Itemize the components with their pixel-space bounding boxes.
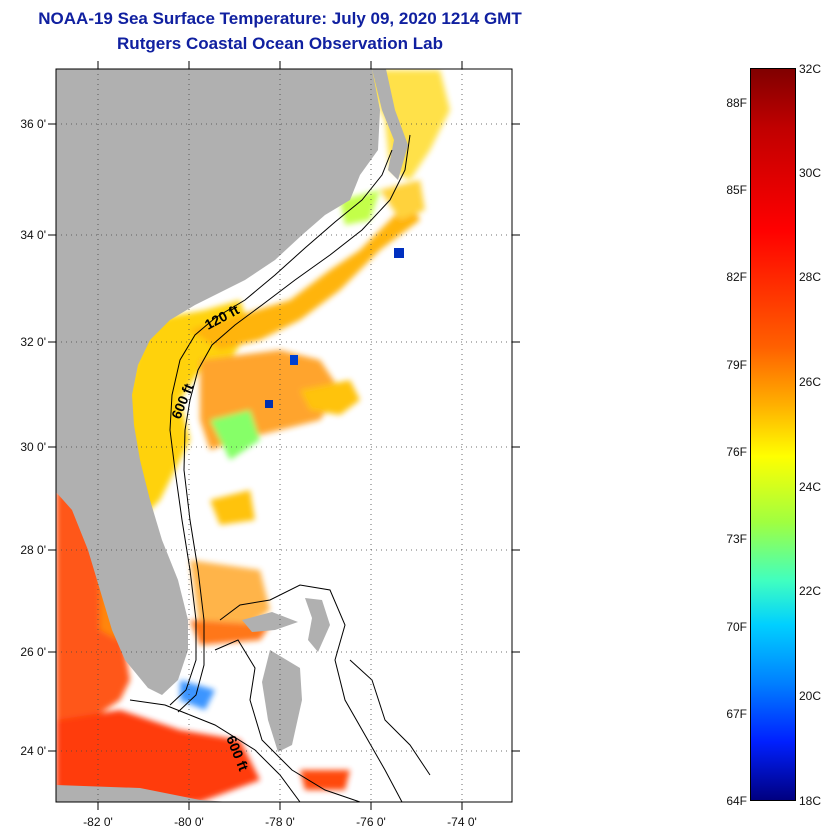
lat-label-32: 32 0' [20, 335, 46, 349]
bathymetry-contours [129, 134, 431, 802]
colorbar-label-26c: 26C [799, 375, 822, 389]
colorbar-label-18c: 18C [799, 794, 822, 808]
map-subtitle: Rutgers Coastal Ocean Observation Lab [117, 34, 443, 53]
colorbar-label-30c: 30C [799, 166, 822, 180]
colorbar-label-85f: 85F [726, 183, 747, 197]
andros-island [262, 650, 302, 752]
colorbar-label-67f: 67F [726, 707, 747, 721]
sst-data-layer [56, 70, 450, 802]
outer-banks [372, 69, 408, 180]
map-title: NOAA-19 Sea Surface Temperature: July 09… [38, 9, 522, 28]
colorbar-label-32c: 32C [799, 62, 822, 76]
colorbar-label-24c: 24C [799, 480, 822, 494]
lat-label-36: 36 0' [20, 117, 46, 131]
colorbar-label-28c: 28C [799, 270, 822, 284]
colorbar-label-20c: 20C [799, 689, 822, 703]
lat-label-30: 30 0' [20, 440, 46, 454]
lat-label-24: 24 0' [20, 744, 46, 758]
lat-label-26: 26 0' [20, 645, 46, 659]
lat-label-34: 34 0' [20, 228, 46, 242]
map-frame [55, 68, 513, 803]
lon-label-80: -80 0' [174, 815, 204, 829]
abaco-island [305, 598, 330, 652]
cuba-coast [56, 785, 230, 802]
lon-label-74: -74 0' [447, 815, 477, 829]
cold-spots [265, 248, 404, 408]
us-mainland [56, 69, 380, 695]
lat-label-28: 28 0' [20, 543, 46, 557]
land-layer [56, 69, 408, 802]
colorbar-label-88f: 88F [726, 96, 747, 110]
lon-label-82: -82 0' [83, 815, 113, 829]
lon-label-76: -76 0' [356, 815, 386, 829]
axis-ticks [48, 61, 520, 810]
temperature-colorbar [750, 68, 796, 801]
colorbar-label-22c: 22C [799, 584, 822, 598]
colorbar-label-79f: 79F [726, 358, 747, 372]
lon-label-78: -78 0' [265, 815, 295, 829]
colorbar-label-73f: 73F [726, 532, 747, 546]
colorbar-label-64f: 64F [726, 794, 747, 808]
graticule [56, 69, 512, 802]
colorbar-label-76f: 76F [726, 445, 747, 459]
colorbar-label-70f: 70F [726, 620, 747, 634]
colorbar-label-82f: 82F [726, 270, 747, 284]
grand-bahama [242, 612, 298, 632]
